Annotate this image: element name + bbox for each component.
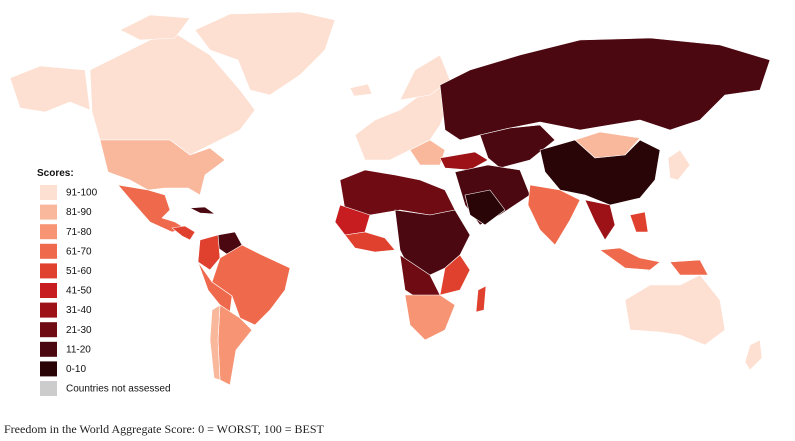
country-region (667, 149, 691, 181)
legend-swatch (40, 381, 57, 396)
legend-swatch (40, 361, 57, 377)
country-region (119, 14, 191, 41)
country-region (99, 139, 226, 196)
legend: Scores: 91-100 81-90 71-80 61-70 51-60 41-50 3… (37, 168, 171, 396)
country-region (339, 169, 456, 216)
country-region (209, 304, 221, 381)
country-region (599, 247, 661, 271)
legend-swatch (40, 224, 57, 240)
country-region (399, 54, 451, 101)
country-region (624, 274, 726, 346)
country-region (171, 225, 196, 241)
country-region (194, 11, 336, 96)
country-region (197, 234, 221, 271)
legend-label: 91-100 (66, 188, 98, 199)
legend-swatch (40, 204, 57, 220)
country-regions (9, 11, 771, 386)
legend-label: 41-50 (66, 286, 92, 297)
legend-swatch (40, 243, 57, 259)
country-region (439, 37, 771, 141)
legend-swatch (40, 185, 57, 200)
country-region (669, 259, 709, 276)
legend-label: Countries not assessed (66, 384, 171, 395)
country-region (344, 231, 396, 253)
legend-label: 31-40 (66, 305, 92, 316)
country-region (584, 199, 616, 241)
caption: Freedom in the World Aggregate Score: 0 … (4, 422, 325, 436)
legend-label: 61-70 (66, 246, 92, 257)
country-region (9, 65, 91, 113)
legend-title: Scores: (37, 168, 74, 179)
legend-label: 51-60 (66, 266, 92, 277)
country-region (439, 254, 471, 296)
country-region (404, 294, 456, 341)
legend-swatch (40, 341, 57, 357)
legend-swatch (40, 263, 57, 279)
country-region (439, 151, 489, 171)
legend-swatch (40, 302, 57, 318)
country-region (349, 83, 373, 97)
legend-label: 21-30 (66, 325, 92, 336)
legend-label: 71-80 (66, 227, 92, 238)
legend-label: 81-90 (66, 207, 92, 218)
legend-swatch (40, 283, 57, 298)
legend-label: 0-10 (66, 364, 86, 375)
country-region (117, 184, 186, 233)
country-region (475, 285, 487, 313)
country-region (629, 211, 649, 233)
legend-label: 11-20 (66, 344, 91, 355)
country-region (464, 189, 506, 226)
country-region (527, 184, 581, 246)
country-region (189, 206, 216, 215)
legend-swatch (40, 322, 57, 338)
country-region (744, 339, 763, 371)
